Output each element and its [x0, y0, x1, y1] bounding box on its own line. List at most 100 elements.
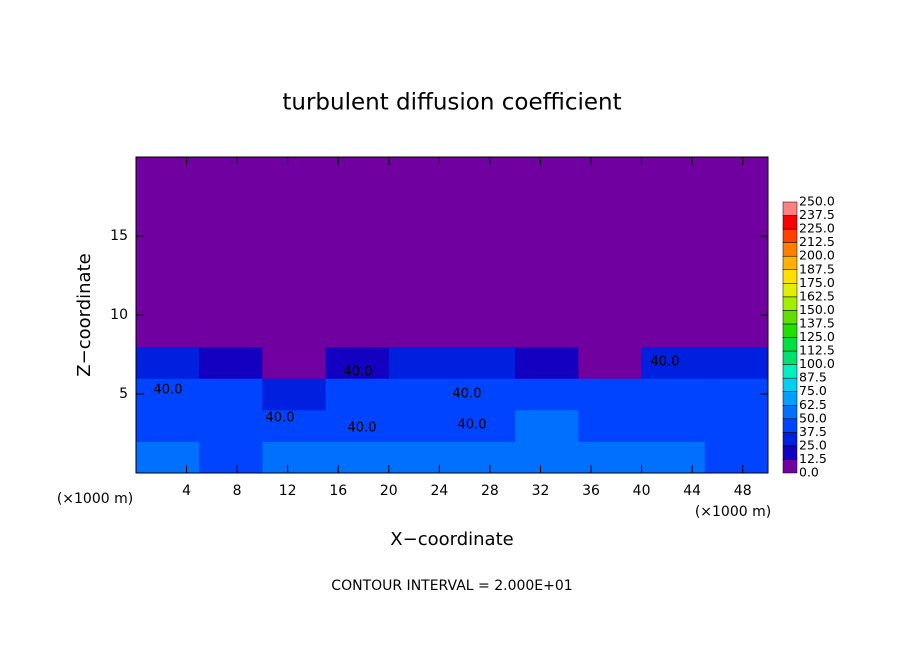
cell: [199, 409, 263, 442]
cell: [388, 409, 453, 442]
y-axis-label: Z−coordinate: [74, 253, 95, 376]
colorbar-bin: [782, 459, 798, 474]
contour-label: 40.0: [458, 418, 487, 433]
chart-title: turbulent diffusion coefficient: [282, 90, 621, 116]
cell: [452, 157, 516, 348]
colorbar-label: 100.0: [799, 356, 835, 371]
cell: [262, 409, 327, 442]
cell: [199, 157, 263, 348]
x-tick-label: 8: [233, 483, 242, 499]
x-unit: (×1000 m): [695, 504, 771, 520]
cell: [388, 378, 453, 411]
cell: [388, 346, 453, 379]
y-unit: (×1000 m): [57, 491, 133, 507]
cell: [515, 346, 579, 379]
footer: CONTOUR INTERVAL = 2.000E+01: [331, 578, 572, 594]
cell: [136, 157, 200, 348]
colorbar-label: 225.0: [799, 221, 835, 236]
cell: [704, 157, 769, 348]
x-tick-label: 40: [633, 483, 651, 499]
cell: [578, 441, 643, 474]
colorbar-bin: [782, 310, 798, 325]
colorbar-label: 12.5: [799, 451, 827, 466]
colorbar-label: 150.0: [799, 302, 835, 317]
cell: [641, 409, 706, 442]
colorbar-bin: [782, 405, 798, 420]
cell: [578, 409, 643, 442]
colorbar-bin: [782, 228, 798, 243]
colorbar-label: 112.5: [799, 343, 835, 358]
cell: [704, 346, 769, 379]
colorbar-bin: [782, 432, 798, 447]
colorbar-bin: [782, 296, 798, 311]
cell: [515, 378, 579, 411]
cell: [262, 346, 327, 379]
cell: [452, 409, 516, 442]
colorbar-bin: [782, 255, 798, 271]
cell: [578, 378, 643, 411]
contour-label: 40.0: [453, 387, 482, 402]
x-tick-label: 16: [329, 483, 347, 499]
colorbar-label: 125.0: [799, 329, 835, 344]
x-tick-label: 28: [481, 483, 499, 499]
x-tick-label: 24: [430, 483, 448, 499]
cell: [136, 409, 200, 442]
cell: [199, 378, 263, 411]
colorbar-label: 37.5: [799, 424, 827, 439]
x-tick-label: 44: [683, 483, 701, 499]
colorbar-bin: [782, 445, 798, 460]
cell: [641, 441, 706, 474]
cell: [578, 346, 643, 379]
colorbar-label: 187.5: [799, 261, 835, 276]
cell: [262, 378, 327, 411]
colorbar-bin: [782, 391, 798, 406]
cell: [641, 157, 706, 348]
colorbar-bin: [782, 418, 798, 433]
colorbar-label: 212.5: [799, 234, 835, 249]
cell: [641, 346, 706, 379]
contour-label: 40.0: [344, 365, 373, 380]
cell: [262, 157, 327, 348]
colorbar-bin: [782, 269, 798, 284]
colorbar-label: 50.0: [799, 410, 827, 425]
colorbar-label: 87.5: [799, 370, 827, 385]
y-tick-label: 15: [110, 228, 128, 244]
y-tick-label: 10: [110, 307, 128, 323]
colorbar-label: 162.5: [799, 288, 835, 303]
colorbar-bin: [782, 215, 798, 230]
colorbar-bin: [782, 242, 798, 257]
cell: [136, 346, 200, 379]
colorbar-label: 237.5: [799, 207, 835, 222]
cell: [325, 378, 390, 411]
contour-label: 40.0: [348, 421, 377, 436]
colorbar-bin: [782, 364, 798, 379]
x-axis-label: X−coordinate: [390, 529, 513, 550]
x-tick-label: 48: [734, 483, 752, 499]
cell: [136, 441, 200, 474]
colorbar-bin: [782, 350, 798, 365]
cell: [704, 409, 769, 442]
x-tick-label: 32: [532, 483, 550, 499]
colorbar-label: 137.5: [799, 315, 835, 330]
cell: [452, 378, 516, 411]
colorbar-label: 75.0: [799, 383, 827, 398]
cell: [704, 441, 769, 474]
cell: [388, 157, 453, 348]
colorbar-bin: [782, 323, 798, 338]
colorbar-label: 175.0: [799, 275, 835, 290]
cell: [452, 346, 516, 379]
x-tick-label: 20: [380, 483, 398, 499]
colorbar-bin: [782, 201, 798, 216]
colorbar-label: 25.0: [799, 437, 827, 452]
cell: [578, 157, 643, 348]
cell: [199, 441, 263, 474]
x-tick-label: 12: [279, 483, 297, 499]
x-tick-label: 4: [182, 483, 191, 499]
cell: [641, 378, 706, 411]
cell: [199, 346, 263, 379]
colorbar-label: 0.0: [799, 465, 819, 480]
colorbar-label: 250.0: [799, 194, 835, 209]
contour-label: 40.0: [266, 411, 295, 426]
colorbar-bin: [782, 283, 798, 298]
